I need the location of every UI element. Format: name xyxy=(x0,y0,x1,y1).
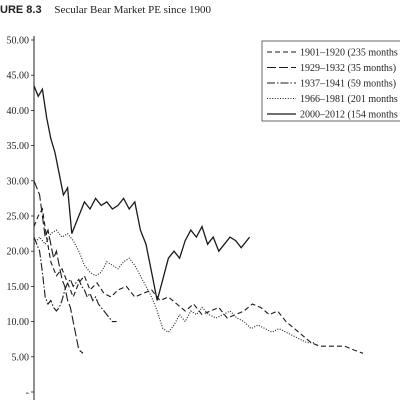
legend-box xyxy=(261,40,400,122)
y-tick-label: 30.00 xyxy=(7,176,30,187)
series-line-5 xyxy=(33,85,251,301)
series-line-2 xyxy=(33,180,84,354)
series-line-3 xyxy=(33,236,117,323)
figure-number: URE 8.3 xyxy=(0,4,42,16)
y-tick-group: 50.00 45.00 40.00 35.00 30.00 25.00 20.00 15.00… xyxy=(7,36,34,399)
legend-label: 1929–1932 (35 months) xyxy=(300,63,396,74)
series-group xyxy=(33,85,364,354)
y-tick-label: 40.00 xyxy=(7,106,30,117)
y-tick-label: - xyxy=(26,388,29,399)
legend-label: 2000–2012 (154 months xyxy=(300,110,398,121)
series-line-1 xyxy=(33,207,364,354)
y-tick-label: 15.00 xyxy=(7,282,30,293)
y-tick-label: 35.00 xyxy=(7,141,30,152)
y-tick-label: 10.00 xyxy=(7,317,30,328)
y-tick-label: 50.00 xyxy=(7,36,30,47)
y-tick-label: 25.00 xyxy=(7,212,30,223)
legend: 1901–1920 (235 months 1929–1932 (35 month… xyxy=(261,40,400,122)
legend-label: 1937–1941 (59 months) xyxy=(300,79,396,90)
series-line-4 xyxy=(33,229,316,344)
legend-label: 1966–1981 (201 months xyxy=(300,94,398,105)
y-tick-label: 20.00 xyxy=(7,247,30,258)
y-tick-label: 5.00 xyxy=(12,352,30,363)
legend-label: 1901–1920 (235 months xyxy=(300,48,398,59)
y-tick-label: 45.00 xyxy=(7,71,30,82)
chart-title: Secular Bear Market PE since 1900 xyxy=(54,4,212,16)
figure-header: URE 8.3 Secular Bear Market PE since 190… xyxy=(0,4,211,16)
